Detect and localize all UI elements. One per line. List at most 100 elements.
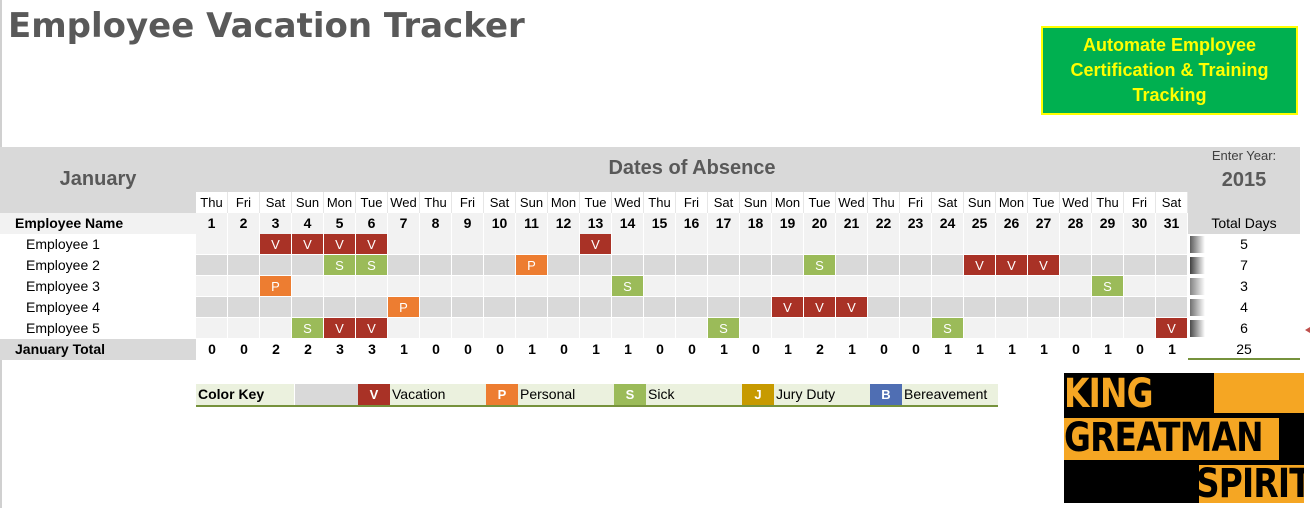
day-cell[interactable] bbox=[612, 234, 644, 255]
day-cell[interactable] bbox=[964, 318, 996, 339]
day-cell[interactable] bbox=[996, 234, 1028, 255]
absence-cell[interactable]: V bbox=[836, 297, 868, 318]
day-cell[interactable] bbox=[388, 318, 420, 339]
day-cell[interactable] bbox=[548, 276, 580, 297]
day-cell[interactable] bbox=[1092, 297, 1124, 318]
day-cell[interactable] bbox=[612, 297, 644, 318]
day-cell[interactable] bbox=[388, 276, 420, 297]
day-cell[interactable] bbox=[676, 255, 708, 276]
day-cell[interactable] bbox=[932, 276, 964, 297]
day-cell[interactable] bbox=[420, 276, 452, 297]
absence-cell[interactable]: V bbox=[1156, 318, 1188, 339]
day-cell[interactable] bbox=[964, 297, 996, 318]
day-cell[interactable] bbox=[420, 234, 452, 255]
absence-cell[interactable]: V bbox=[356, 234, 388, 255]
day-cell[interactable] bbox=[1028, 297, 1060, 318]
day-cell[interactable] bbox=[996, 297, 1028, 318]
day-cell[interactable] bbox=[516, 297, 548, 318]
day-cell[interactable] bbox=[1028, 234, 1060, 255]
day-cell[interactable] bbox=[196, 297, 228, 318]
day-cell[interactable] bbox=[292, 297, 324, 318]
day-cell[interactable] bbox=[644, 318, 676, 339]
day-cell[interactable] bbox=[772, 318, 804, 339]
day-cell[interactable] bbox=[1092, 318, 1124, 339]
day-cell[interactable] bbox=[996, 276, 1028, 297]
day-cell[interactable] bbox=[932, 234, 964, 255]
day-cell[interactable] bbox=[548, 297, 580, 318]
day-cell[interactable] bbox=[740, 255, 772, 276]
day-cell[interactable] bbox=[900, 234, 932, 255]
day-cell[interactable] bbox=[900, 255, 932, 276]
absence-cell[interactable]: S bbox=[932, 318, 964, 339]
day-cell[interactable] bbox=[836, 255, 868, 276]
day-cell[interactable] bbox=[676, 276, 708, 297]
day-cell[interactable] bbox=[484, 255, 516, 276]
day-cell[interactable] bbox=[452, 234, 484, 255]
absence-cell[interactable]: S bbox=[804, 255, 836, 276]
day-cell[interactable] bbox=[676, 297, 708, 318]
day-cell[interactable] bbox=[388, 255, 420, 276]
absence-cell[interactable]: P bbox=[260, 276, 292, 297]
day-cell[interactable] bbox=[1124, 297, 1156, 318]
absence-cell[interactable]: V bbox=[292, 234, 324, 255]
day-cell[interactable] bbox=[740, 276, 772, 297]
day-cell[interactable] bbox=[484, 297, 516, 318]
day-cell[interactable] bbox=[228, 276, 260, 297]
day-cell[interactable] bbox=[1028, 276, 1060, 297]
day-cell[interactable] bbox=[868, 318, 900, 339]
day-cell[interactable] bbox=[516, 318, 548, 339]
day-cell[interactable] bbox=[772, 234, 804, 255]
day-cell[interactable] bbox=[644, 234, 676, 255]
absence-cell[interactable]: V bbox=[964, 255, 996, 276]
day-cell[interactable] bbox=[548, 318, 580, 339]
day-cell[interactable] bbox=[196, 318, 228, 339]
employee-name[interactable]: Employee 2 bbox=[0, 255, 196, 276]
employee-name[interactable]: Employee 4 bbox=[0, 297, 196, 318]
day-cell[interactable] bbox=[196, 255, 228, 276]
day-cell[interactable] bbox=[292, 255, 324, 276]
day-cell[interactable] bbox=[1156, 255, 1188, 276]
day-cell[interactable] bbox=[228, 234, 260, 255]
employee-name[interactable]: Employee 3 bbox=[0, 276, 196, 297]
day-cell[interactable] bbox=[196, 234, 228, 255]
day-cell[interactable] bbox=[1060, 318, 1092, 339]
day-cell[interactable] bbox=[900, 297, 932, 318]
day-cell[interactable] bbox=[740, 318, 772, 339]
day-cell[interactable] bbox=[1124, 255, 1156, 276]
absence-cell[interactable]: V bbox=[772, 297, 804, 318]
absence-cell[interactable]: V bbox=[996, 255, 1028, 276]
day-cell[interactable] bbox=[644, 255, 676, 276]
day-cell[interactable] bbox=[292, 276, 324, 297]
day-cell[interactable] bbox=[580, 255, 612, 276]
absence-cell[interactable]: V bbox=[1028, 255, 1060, 276]
day-cell[interactable] bbox=[260, 297, 292, 318]
day-cell[interactable] bbox=[836, 318, 868, 339]
day-cell[interactable] bbox=[772, 276, 804, 297]
day-cell[interactable] bbox=[228, 255, 260, 276]
day-cell[interactable] bbox=[836, 276, 868, 297]
day-cell[interactable] bbox=[1156, 297, 1188, 318]
day-cell[interactable] bbox=[516, 234, 548, 255]
day-cell[interactable] bbox=[1124, 234, 1156, 255]
day-cell[interactable] bbox=[1156, 234, 1188, 255]
absence-cell[interactable]: P bbox=[516, 255, 548, 276]
day-cell[interactable] bbox=[964, 234, 996, 255]
day-cell[interactable] bbox=[612, 255, 644, 276]
day-cell[interactable] bbox=[484, 318, 516, 339]
day-cell[interactable] bbox=[324, 297, 356, 318]
day-cell[interactable] bbox=[772, 255, 804, 276]
day-cell[interactable] bbox=[420, 318, 452, 339]
day-cell[interactable] bbox=[260, 255, 292, 276]
absence-cell[interactable]: P bbox=[388, 297, 420, 318]
day-cell[interactable] bbox=[612, 318, 644, 339]
day-cell[interactable] bbox=[836, 234, 868, 255]
day-cell[interactable] bbox=[1060, 297, 1092, 318]
absence-cell[interactable]: V bbox=[324, 234, 356, 255]
day-cell[interactable] bbox=[580, 276, 612, 297]
day-cell[interactable] bbox=[324, 276, 356, 297]
day-cell[interactable] bbox=[644, 276, 676, 297]
absence-cell[interactable]: V bbox=[356, 318, 388, 339]
day-cell[interactable] bbox=[388, 234, 420, 255]
day-cell[interactable] bbox=[580, 297, 612, 318]
absence-cell[interactable]: S bbox=[324, 255, 356, 276]
